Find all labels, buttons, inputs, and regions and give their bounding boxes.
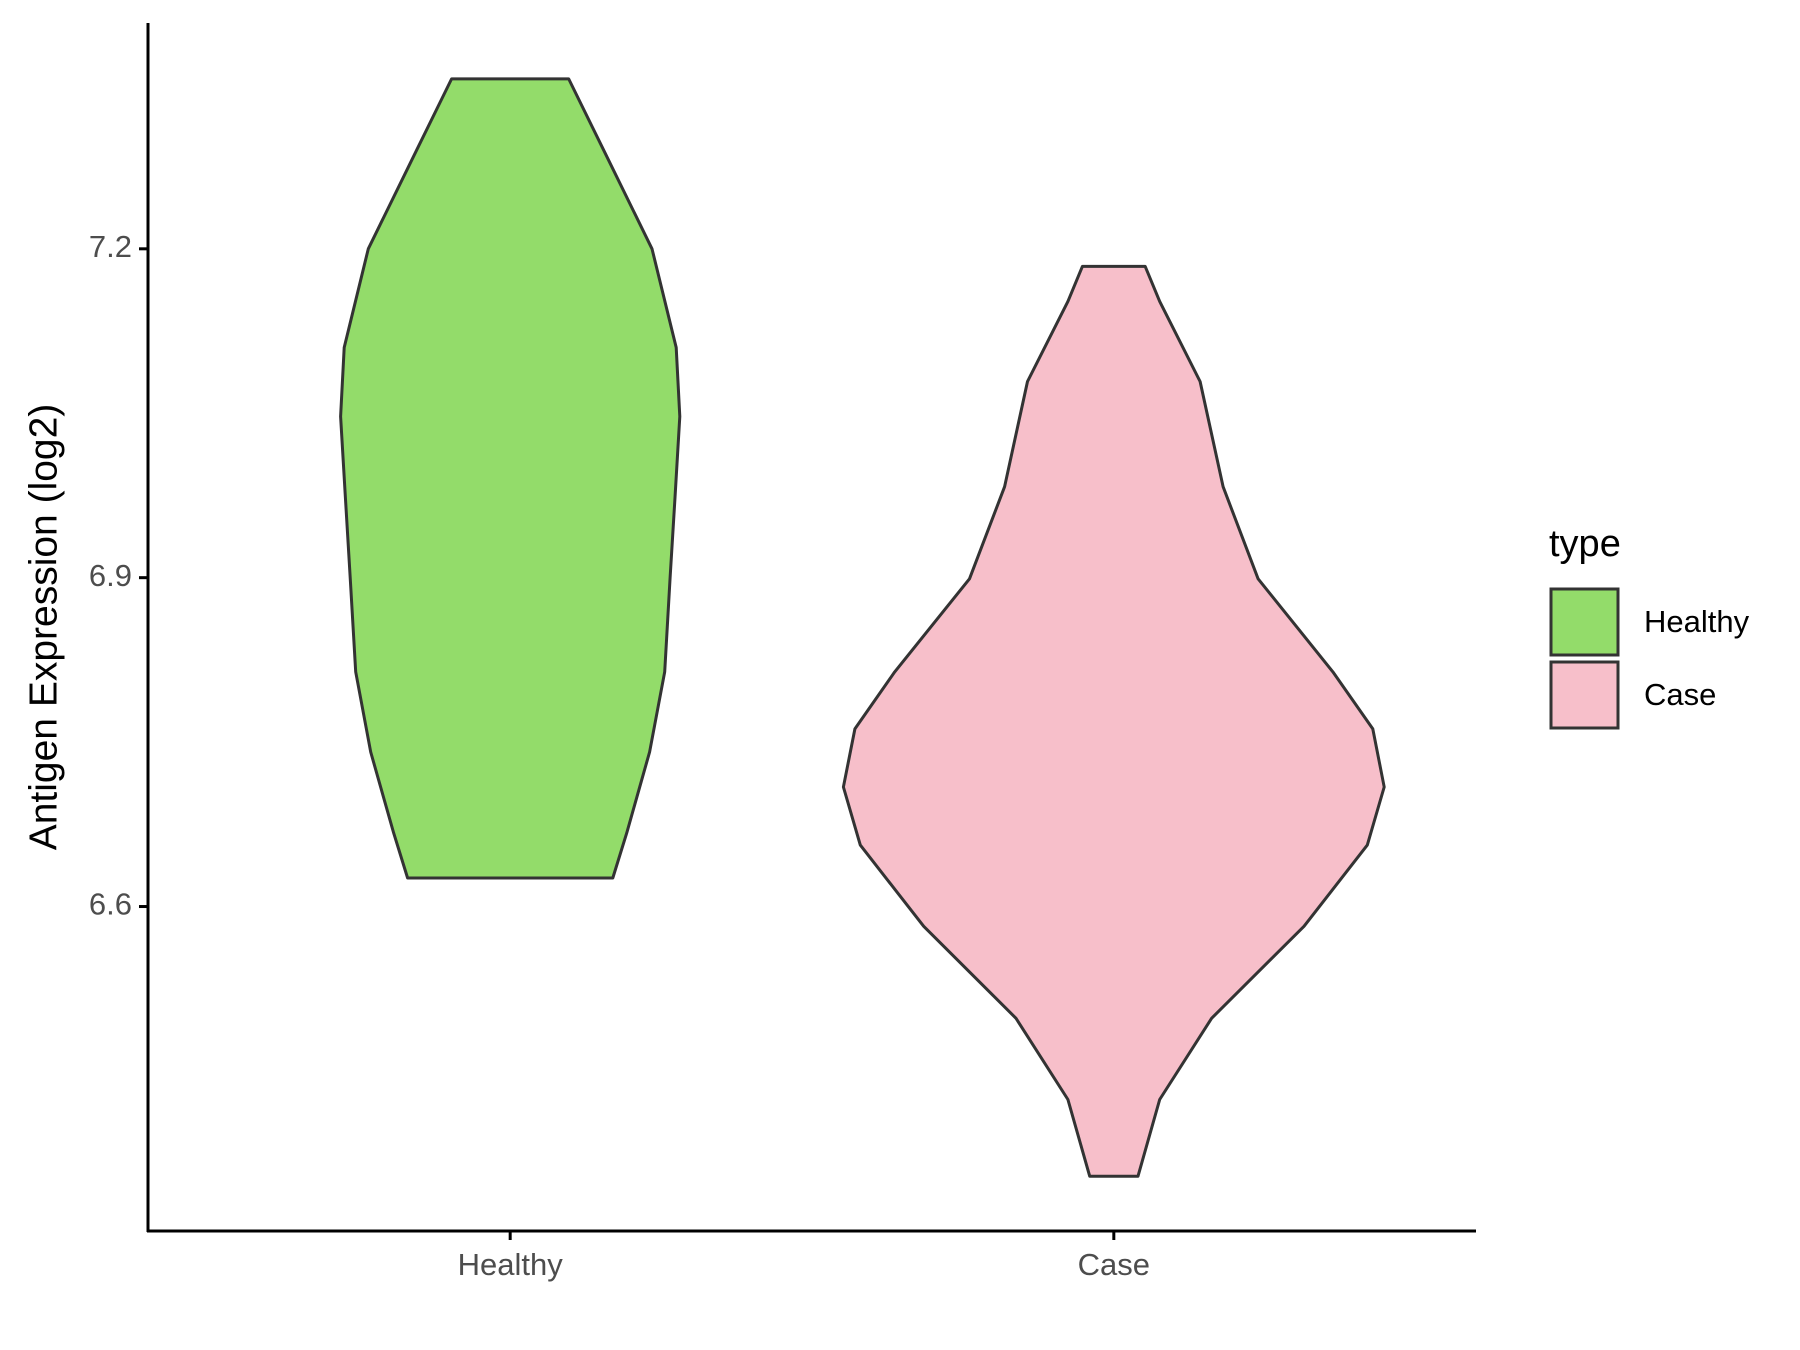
y-tick-label: 6.9 xyxy=(89,558,132,593)
y-axis-title: Antigen Expression (log2) xyxy=(22,404,65,851)
legend-label: Case xyxy=(1644,677,1716,712)
legend-label: Healthy xyxy=(1644,604,1750,639)
x-tick-label: Case xyxy=(1078,1247,1150,1282)
x-tick-label: Healthy xyxy=(458,1247,564,1282)
y-tick-label: 6.6 xyxy=(89,887,132,922)
legend-key xyxy=(1549,660,1620,730)
legend-title: type xyxy=(1549,523,1621,565)
violin xyxy=(339,77,682,880)
legend-key xyxy=(1549,587,1620,657)
violin xyxy=(841,264,1386,1178)
y-tick-label: 7.2 xyxy=(89,229,132,264)
